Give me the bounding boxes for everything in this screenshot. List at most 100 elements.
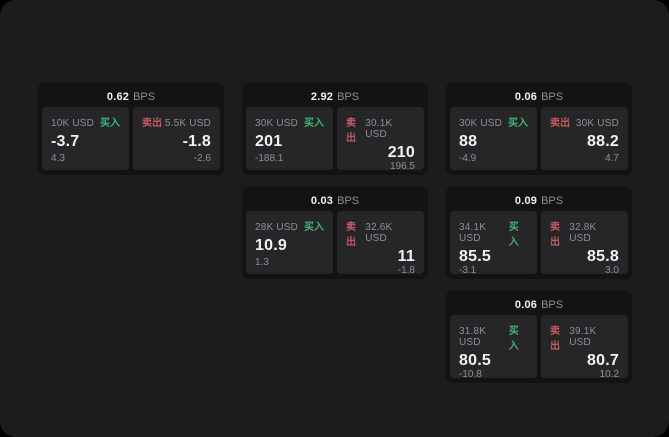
bps-label: BPS (133, 91, 156, 103)
buy-panel[interactable]: 10K USD 买入 -3.7 4.3 (42, 107, 129, 170)
buy-side-label: 买入 (508, 118, 528, 129)
buy-size-label: 30K USD (459, 118, 503, 129)
buy-panel[interactable]: 30K USD 买入 88 -4.9 (450, 107, 537, 170)
quote-panels: 34.1K USD 买入 85.5 -3.1 卖出 32.8K USD 85.8… (450, 211, 628, 276)
sell-panel[interactable]: 卖出 32.6K USD 11 -1.8 (337, 211, 424, 276)
bps-value: 0.06 (514, 91, 538, 103)
buy-size-label: 34.1K USD (459, 222, 487, 244)
sell-panel-header: 卖出 32.6K USD (346, 218, 415, 248)
buy-price: 85.5 (459, 248, 491, 265)
sell-side-label: 卖出 (550, 222, 560, 248)
sell-price: 85.8 (587, 248, 619, 265)
buy-size-label: 28K USD (255, 222, 299, 233)
sell-sub-value: -2.6 (193, 153, 211, 164)
buy-panel-header: 10K USD 买入 (51, 114, 120, 129)
sell-size-label: 32.6K USD (365, 222, 393, 244)
quote-panels: 30K USD 买入 88 -4.9 卖出 30K USD 88.2 4.7 (450, 107, 628, 170)
sell-panel[interactable]: 卖出 32.8K USD 85.8 3.0 (541, 211, 628, 276)
buy-price: 80.5 (459, 352, 491, 369)
quote-panels: 10K USD 买入 -3.7 4.3 卖出 5.5K USD -1.8 -2.… (42, 107, 220, 170)
card-header: 0.03 BPS (246, 191, 424, 211)
bps-value: 0.03 (310, 195, 334, 207)
bps-label: BPS (541, 299, 564, 311)
sell-size-label: 5.5K USD (164, 118, 211, 129)
spread-card: 0.03 BPS 28K USD 买入 10.9 1.3 卖出 32.6K US… (242, 187, 428, 279)
buy-panel-header: 28K USD 买入 (255, 218, 324, 233)
buy-side-label: 买入 (100, 118, 120, 129)
buy-panel[interactable]: 30K USD 买入 201 -188.1 (246, 107, 333, 170)
quote-panels: 28K USD 买入 10.9 1.3 卖出 32.6K USD 11 -1.8 (246, 211, 424, 276)
buy-side-label: 买入 (508, 326, 519, 352)
card-header: 0.09 BPS (450, 191, 628, 211)
bps-label: BPS (337, 195, 360, 207)
spread-card: 0.09 BPS 34.1K USD 买入 85.5 -3.1 卖出 32.8K… (446, 187, 632, 279)
buy-sub-value: -3.1 (459, 265, 477, 276)
sell-price: 210 (387, 144, 415, 161)
sell-side-label: 卖出 (550, 118, 570, 129)
bps-value: 2.92 (310, 91, 334, 103)
spread-card: 0.06 BPS 31.8K USD 买入 80.5 -10.8 卖出 39.1… (446, 291, 632, 383)
buy-side-label: 买入 (508, 222, 519, 248)
sell-size-label: 32.8K USD (569, 222, 597, 244)
buy-price: -3.7 (51, 132, 80, 150)
sell-sub-value: 4.7 (605, 153, 619, 164)
sell-panel[interactable]: 卖出 30.1K USD 210 196.5 (337, 107, 424, 172)
quote-panels: 30K USD 买入 201 -188.1 卖出 30.1K USD 210 1… (246, 107, 424, 172)
sell-panel[interactable]: 卖出 39.1K USD 80.7 10.2 (541, 315, 628, 380)
sell-panel-header: 卖出 5.5K USD (142, 114, 211, 129)
buy-side-label: 买入 (304, 118, 324, 129)
buy-sub-value: -188.1 (255, 153, 284, 164)
sell-side-label: 卖出 (142, 118, 162, 129)
sell-panel[interactable]: 卖出 5.5K USD -1.8 -2.6 (133, 107, 220, 170)
sell-side-label: 卖出 (346, 118, 356, 144)
buy-panel-header: 34.1K USD 买入 (459, 218, 528, 248)
sell-size-label: 30.1K USD (365, 118, 393, 140)
sell-size-label: 30K USD (575, 118, 619, 129)
sell-sub-value: -1.8 (397, 265, 415, 276)
buy-size-label: 30K USD (255, 118, 299, 129)
sell-price: 11 (397, 248, 415, 265)
card-header: 0.62 BPS (42, 87, 220, 107)
card-header: 2.92 BPS (246, 87, 424, 107)
buy-panel[interactable]: 31.8K USD 买入 80.5 -10.8 (450, 315, 537, 380)
buy-size-label: 10K USD (51, 118, 95, 129)
sell-panel-header: 卖出 30.1K USD (346, 114, 415, 144)
bps-label: BPS (541, 91, 564, 103)
sell-panel[interactable]: 卖出 30K USD 88.2 4.7 (541, 107, 628, 170)
sell-price: 88.2 (587, 132, 619, 150)
sell-sub-value: 196.5 (389, 161, 415, 172)
sell-sub-value: 10.2 (599, 369, 619, 380)
buy-panel-header: 30K USD 买入 (459, 114, 528, 129)
sell-side-label: 卖出 (346, 222, 356, 248)
buy-sub-value: 4.3 (51, 153, 65, 164)
spread-card: 2.92 BPS 30K USD 买入 201 -188.1 卖出 30.1K … (242, 83, 428, 175)
sell-sub-value: 3.0 (605, 265, 619, 276)
sell-panel-header: 卖出 32.8K USD (550, 218, 619, 248)
buy-sub-value: -10.8 (459, 369, 482, 380)
bps-label: BPS (541, 195, 564, 207)
quote-panels: 31.8K USD 买入 80.5 -10.8 卖出 39.1K USD 80.… (450, 315, 628, 380)
buy-size-label: 31.8K USD (459, 326, 487, 348)
sell-price: -1.8 (182, 132, 211, 150)
buy-price: 201 (255, 132, 283, 150)
sell-panel-header: 卖出 39.1K USD (550, 322, 619, 352)
sell-size-label: 39.1K USD (569, 326, 597, 348)
spread-card: 0.06 BPS 30K USD 买入 88 -4.9 卖出 30K USD 8… (446, 83, 632, 175)
buy-price: 10.9 (255, 236, 287, 254)
card-header: 0.06 BPS (450, 295, 628, 315)
bps-value: 0.62 (106, 91, 130, 103)
buy-sub-value: -4.9 (459, 153, 477, 164)
spread-card: 0.62 BPS 10K USD 买入 -3.7 4.3 卖出 5.5K USD… (38, 83, 224, 175)
buy-panel[interactable]: 34.1K USD 买入 85.5 -3.1 (450, 211, 537, 276)
buy-panel[interactable]: 28K USD 买入 10.9 1.3 (246, 211, 333, 274)
buy-sub-value: 1.3 (255, 257, 269, 268)
bps-value: 0.06 (514, 299, 538, 311)
buy-panel-header: 31.8K USD 买入 (459, 322, 528, 352)
buy-panel-header: 30K USD 买入 (255, 114, 324, 129)
bps-value: 0.09 (514, 195, 538, 207)
card-header: 0.06 BPS (450, 87, 628, 107)
buy-side-label: 买入 (304, 222, 324, 233)
sell-price: 80.7 (587, 352, 619, 369)
bps-label: BPS (337, 91, 360, 103)
